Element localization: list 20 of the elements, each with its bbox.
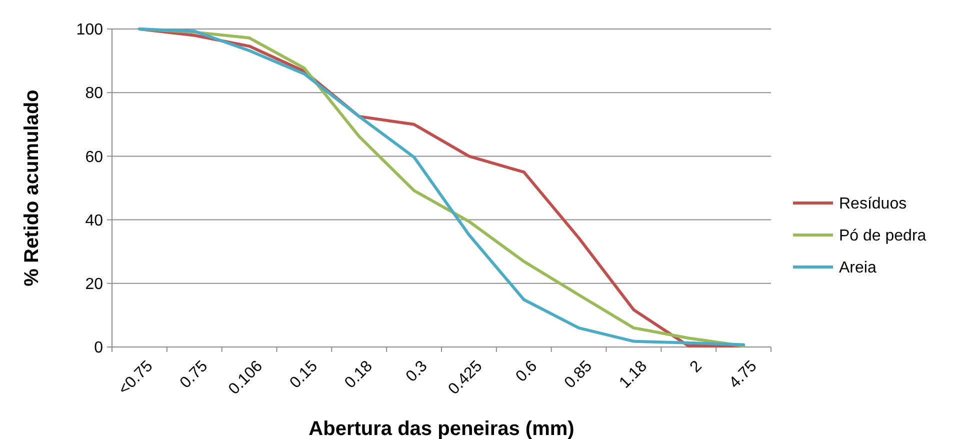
x-tick-label: 0.75: [177, 358, 212, 392]
y-tick-label: 20: [85, 276, 104, 293]
y-tick-label: 40: [85, 212, 104, 230]
x-tick-label: 0.15: [286, 358, 322, 392]
x-axis-title: Abertura das peneiras (mm): [308, 418, 574, 439]
legend-label: Resíduos: [839, 196, 907, 213]
x-tick-label: 0.3: [403, 358, 431, 386]
x-tick-label: 0.6: [512, 358, 541, 386]
y-tick-label: 0: [94, 340, 104, 357]
y-tick-label: 60: [85, 148, 104, 166]
y-tick-label: 80: [85, 85, 104, 102]
x-tick-label: 4.75: [726, 358, 760, 392]
y-tick-label: 100: [76, 22, 104, 39]
legend-label: Pó de pedra: [839, 228, 926, 245]
y-axis-title: % Retido acumulado: [21, 90, 43, 286]
x-tick-label: 1.18: [616, 358, 651, 392]
legend-label: Areia: [839, 260, 876, 277]
x-tick-label: 0.18: [342, 358, 376, 392]
x-tick-label: 2: [687, 358, 706, 376]
x-tick-label: 0.85: [562, 358, 596, 392]
